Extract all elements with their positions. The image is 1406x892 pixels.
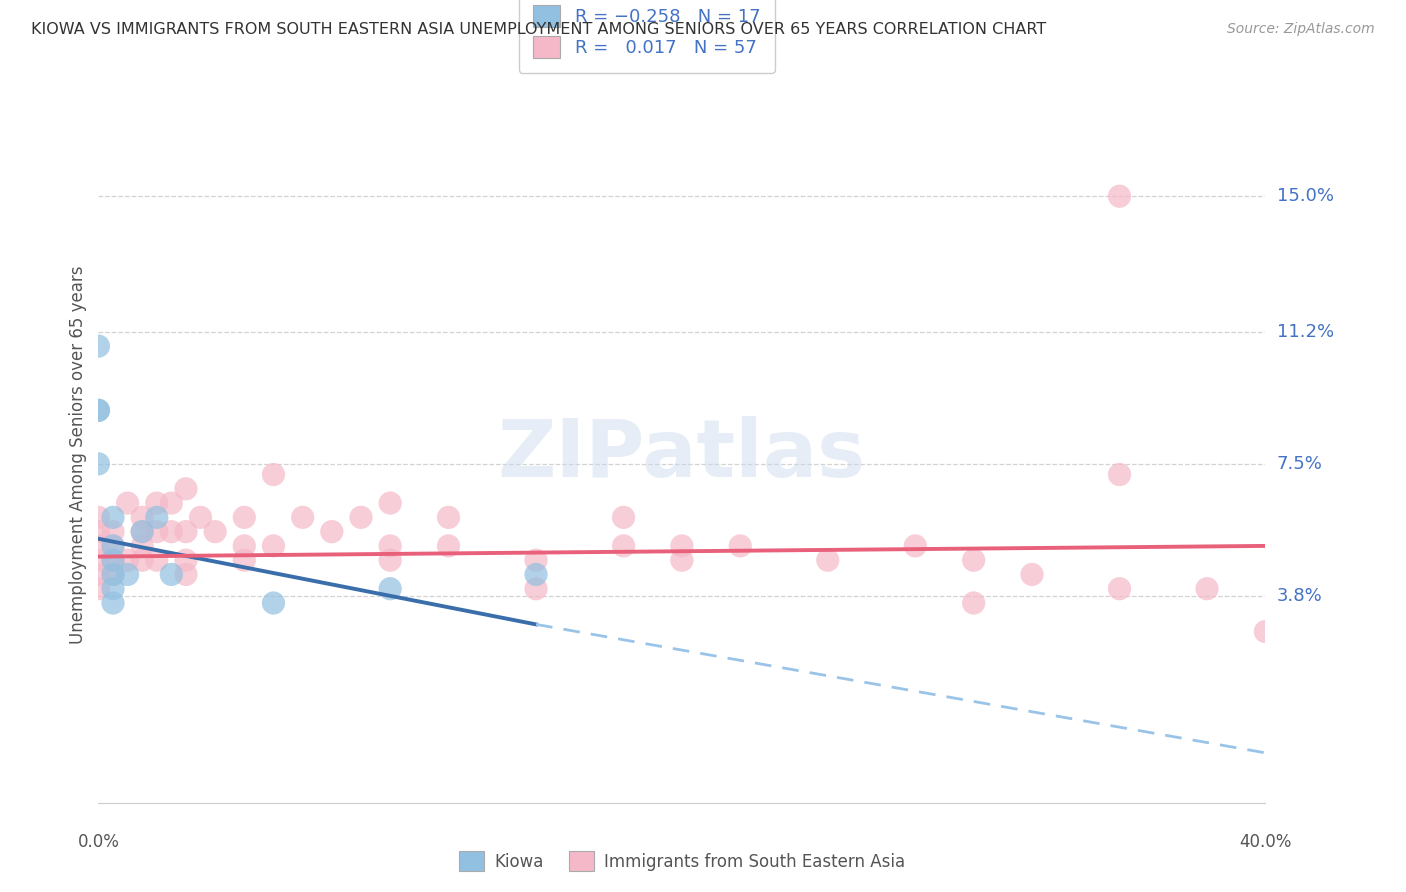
- Point: [87, 403, 110, 417]
- Point: [1108, 582, 1130, 596]
- Point: [131, 510, 153, 524]
- Point: [174, 567, 197, 582]
- Point: [1108, 189, 1130, 203]
- Point: [101, 539, 124, 553]
- Point: [101, 553, 124, 567]
- Point: [101, 524, 124, 539]
- Text: Source: ZipAtlas.com: Source: ZipAtlas.com: [1227, 22, 1375, 37]
- Point: [1021, 567, 1043, 582]
- Point: [174, 482, 197, 496]
- Point: [87, 524, 110, 539]
- Point: [87, 582, 110, 596]
- Point: [101, 596, 124, 610]
- Text: 11.2%: 11.2%: [1277, 323, 1334, 341]
- Point: [612, 510, 634, 524]
- Point: [160, 524, 183, 539]
- Point: [262, 467, 284, 482]
- Point: [87, 457, 110, 471]
- Point: [146, 524, 169, 539]
- Point: [146, 510, 169, 524]
- Point: [117, 567, 139, 582]
- Point: [380, 496, 402, 510]
- Text: 3.8%: 3.8%: [1277, 587, 1322, 605]
- Point: [817, 553, 839, 567]
- Point: [612, 539, 634, 553]
- Text: 15.0%: 15.0%: [1277, 187, 1333, 205]
- Point: [87, 567, 110, 582]
- Text: 7.5%: 7.5%: [1277, 455, 1323, 473]
- Point: [437, 510, 460, 524]
- Point: [233, 539, 256, 553]
- Point: [904, 539, 927, 553]
- Point: [160, 496, 183, 510]
- Point: [160, 567, 183, 582]
- Point: [87, 339, 110, 353]
- Point: [962, 553, 984, 567]
- Point: [262, 596, 284, 610]
- Point: [101, 553, 124, 567]
- Point: [101, 539, 124, 553]
- Point: [87, 510, 110, 524]
- Point: [730, 539, 752, 553]
- Point: [1254, 624, 1277, 639]
- Text: KIOWA VS IMMIGRANTS FROM SOUTH EASTERN ASIA UNEMPLOYMENT AMONG SENIORS OVER 65 Y: KIOWA VS IMMIGRANTS FROM SOUTH EASTERN A…: [31, 22, 1046, 37]
- Point: [671, 539, 693, 553]
- Point: [1108, 467, 1130, 482]
- Point: [233, 553, 256, 567]
- Legend: Kiowa, Immigrants from South Eastern Asia: Kiowa, Immigrants from South Eastern Asi…: [453, 845, 911, 878]
- Point: [1195, 582, 1218, 596]
- Point: [146, 553, 169, 567]
- Point: [524, 567, 547, 582]
- Point: [131, 539, 153, 553]
- Point: [131, 524, 153, 539]
- Point: [380, 582, 402, 596]
- Point: [146, 496, 169, 510]
- Point: [101, 510, 124, 524]
- Point: [174, 524, 197, 539]
- Point: [380, 553, 402, 567]
- Point: [174, 553, 197, 567]
- Point: [524, 582, 547, 596]
- Point: [101, 582, 124, 596]
- Point: [962, 596, 984, 610]
- Y-axis label: Unemployment Among Seniors over 65 years: Unemployment Among Seniors over 65 years: [69, 266, 87, 644]
- Point: [262, 539, 284, 553]
- Point: [117, 553, 139, 567]
- Point: [291, 510, 314, 524]
- Point: [190, 510, 212, 524]
- Point: [101, 567, 124, 582]
- Point: [87, 553, 110, 567]
- Point: [131, 524, 153, 539]
- Point: [233, 510, 256, 524]
- Text: 0.0%: 0.0%: [77, 833, 120, 851]
- Text: ZIPatlas: ZIPatlas: [498, 416, 866, 494]
- Point: [350, 510, 373, 524]
- Point: [671, 553, 693, 567]
- Point: [321, 524, 343, 539]
- Point: [87, 539, 110, 553]
- Point: [437, 539, 460, 553]
- Point: [117, 496, 139, 510]
- Point: [101, 567, 124, 582]
- Point: [87, 403, 110, 417]
- Text: 40.0%: 40.0%: [1239, 833, 1292, 851]
- Point: [204, 524, 226, 539]
- Point: [380, 539, 402, 553]
- Point: [524, 553, 547, 567]
- Point: [131, 553, 153, 567]
